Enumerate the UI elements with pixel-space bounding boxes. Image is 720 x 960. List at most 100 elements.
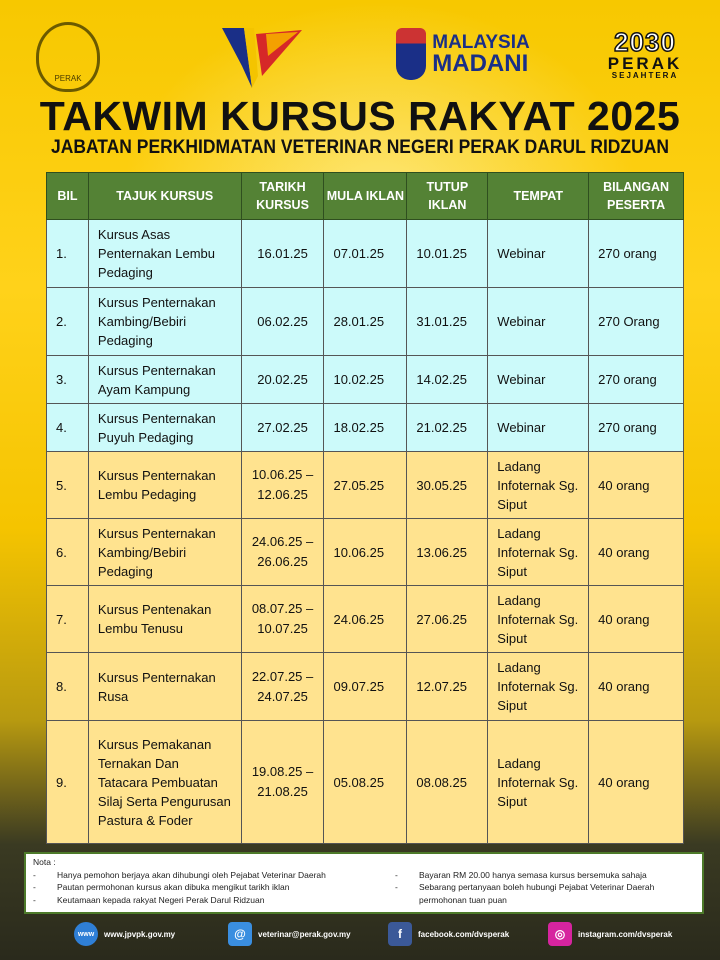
- notes-box: Nota : - Hanya pemohon berjaya akan dihub…: [24, 852, 704, 914]
- footer-link-email[interactable]: @ veterinar@perak.gov.my: [228, 922, 351, 946]
- instagram-icon: ◎: [548, 922, 572, 946]
- cell-tempat: Ladang Infoternak Sg. Siput: [487, 720, 590, 844]
- cell-tajuk: Kursus Penternakan Ayam Kampung: [87, 355, 242, 404]
- cell-tajuk: Kursus Asas Penternakan Lembu Pedaging: [87, 219, 242, 288]
- cell-mula: 10.06.25: [323, 518, 408, 586]
- madani-line1: MALAYSIA: [432, 31, 530, 53]
- table-row: 3. Kursus Penternakan Ayam Kampung 20.02.2…: [46, 355, 684, 404]
- footer-link-instagram[interactable]: ◎ instagram.com/dvsperak: [548, 922, 672, 946]
- footer-link-facebook[interactable]: f facebook.com/dvsperak: [388, 922, 509, 946]
- malaysia-madani-logo: MALAYSIA MADANI: [388, 24, 538, 84]
- note-item: - Pautan permohonan kursus akan dibuka me…: [33, 882, 290, 892]
- cell-mula: 05.08.25: [323, 720, 408, 844]
- note-item: - Keutamaan kepada rakyat Negeri Perak Da…: [33, 894, 265, 905]
- cell-peserta: 40 orang: [588, 652, 684, 721]
- table-row: 8. Kursus Penternakan Rusa 22.07.25 – 24.0…: [46, 652, 684, 721]
- cell-tutup: 10.01.25: [406, 219, 489, 288]
- cell-tutup: 21.02.25: [406, 403, 489, 452]
- cell-peserta: 270 orang: [588, 219, 684, 288]
- logo-perak: PERAK: [607, 53, 683, 73]
- note-item: - Sebarang pertanyaan boleh hubungi Pejab…: [395, 882, 655, 905]
- cell-bil: 7.: [46, 585, 89, 653]
- cell-tutup: 08.08.25: [406, 720, 489, 844]
- cell-tempat: Webinar: [487, 355, 590, 404]
- cell-tempat: Ladang Infoternak Sg. Siput: [487, 652, 590, 721]
- footer-contacts: www www.jpvpk.gov.my @ veterinar@perak.gov.…: [0, 922, 720, 952]
- cell-tajuk: Kursus Penternakan Kambing/Bebiri Pedagi…: [87, 518, 242, 586]
- jata-logo: [222, 26, 302, 88]
- cell-peserta: 270 orang: [588, 355, 684, 404]
- cell-tarikh: 27.02.25: [240, 403, 325, 452]
- crest-label: PERAK: [54, 74, 82, 83]
- cell-mula: 18.02.25: [323, 403, 408, 452]
- column-header: TUTUP IKLAN: [406, 172, 489, 220]
- footer-link-text: facebook.com/dvsperak: [418, 929, 510, 939]
- note-item: - Hanya pemohon berjaya akan dihubungi ol…: [33, 869, 326, 880]
- cell-bil: 6.: [46, 518, 89, 586]
- cell-tempat: Ladang Infoternak Sg. Siput: [487, 518, 590, 586]
- cell-mula: 28.01.25: [323, 287, 408, 356]
- cell-peserta: 40 orang: [588, 518, 684, 586]
- cell-bil: 2.: [46, 287, 89, 356]
- cell-bil: 1.: [46, 219, 89, 288]
- cell-bil: 4.: [46, 403, 89, 452]
- cell-tarikh: 16.01.25: [240, 219, 325, 288]
- email-icon: @: [228, 922, 252, 946]
- cell-tutup: 31.01.25: [406, 287, 489, 356]
- cell-tarikh: 22.07.25 – 24.07.25: [240, 652, 325, 721]
- cell-tempat: Ladang Infoternak Sg. Siput: [487, 585, 590, 653]
- cell-mula: 27.05.25: [323, 451, 408, 519]
- madani-hand-icon: [396, 28, 427, 80]
- cell-tempat: Webinar: [487, 403, 590, 452]
- cell-tajuk: Kursus Pentenakan Lembu Tenusu: [87, 585, 242, 653]
- cell-tajuk: Kursus Pemakanan Ternakan Dan Tatacara P…: [87, 720, 242, 844]
- column-header: TARIKH KURSUS: [240, 172, 325, 220]
- page-subtitle: JABATAN PERKHIDMATAN VETERINAR NEGERI PE…: [51, 137, 669, 158]
- column-header: BILANGAN PESERTA: [588, 172, 684, 220]
- cell-mula: 07.01.25: [323, 219, 408, 288]
- table-row: 4. Kursus Penternakan Puyuh Pedaging 27.02…: [46, 403, 684, 452]
- madani-line2: MADANI: [432, 49, 529, 77]
- cell-tajuk: Kursus Penternakan Rusa: [87, 652, 242, 721]
- table-row: 5. Kursus Penternakan Lembu Pedaging 10.06…: [46, 451, 684, 519]
- perak-2030-logo: 2030 PERAK SEJAHTERA: [600, 28, 690, 80]
- table-row: 6. Kursus Penternakan Kambing/Bebiri Peda…: [46, 518, 684, 586]
- column-header: BIL: [46, 172, 89, 220]
- cell-tempat: Ladang Infoternak Sg. Siput: [487, 451, 590, 519]
- cell-peserta: 40 orang: [588, 720, 684, 844]
- cell-mula: 10.02.25: [323, 355, 408, 404]
- table-row: 9. Kursus Pemakanan Ternakan Dan Tatacara…: [46, 720, 684, 844]
- cell-tutup: 14.02.25: [406, 355, 489, 404]
- footer-link-globe[interactable]: www www.jpvpk.gov.my: [74, 922, 175, 946]
- cell-peserta: 40 orang: [588, 451, 684, 519]
- column-header: TEMPAT: [487, 172, 590, 220]
- logo-sejahtera: SEJAHTERA: [611, 70, 679, 80]
- footer-link-text: instagram.com/dvsperak: [578, 929, 673, 939]
- cell-tarikh: 08.07.25 – 10.07.25: [240, 585, 325, 653]
- cell-tempat: Webinar: [487, 219, 590, 288]
- cell-bil: 3.: [46, 355, 89, 404]
- cell-tarikh: 06.02.25: [240, 287, 325, 356]
- cell-tutup: 12.07.25: [406, 652, 489, 721]
- cell-bil: 5.: [46, 451, 89, 519]
- course-table: BIL TAJUK KURSUS TARIKH KURSUS MULA IKLAN TU…: [46, 172, 684, 844]
- cell-tajuk: Kursus Penternakan Lembu Pedaging: [87, 451, 242, 519]
- table-row: 2. Kursus Penternakan Kambing/Bebiri Peda…: [46, 287, 684, 356]
- logo-2030: 2030: [613, 26, 676, 57]
- column-header: TAJUK KURSUS: [87, 172, 242, 220]
- footer-link-text: veterinar@perak.gov.my: [258, 929, 351, 939]
- cell-tempat: Webinar: [487, 287, 590, 356]
- cell-tarikh: 10.06.25 – 12.06.25: [240, 451, 325, 519]
- notes-label: Nota :: [33, 857, 56, 867]
- cell-tajuk: Kursus Penternakan Puyuh Pedaging: [87, 403, 242, 452]
- note-item: - Bayaran RM 20.00 hanya semasa kursus be…: [395, 869, 647, 880]
- table-row: 7. Kursus Pentenakan Lembu Tenusu 08.07.25…: [46, 585, 684, 653]
- cell-tutup: 30.05.25: [406, 451, 489, 519]
- cell-mula: 24.06.25: [323, 585, 408, 653]
- cell-tarikh: 24.06.25 – 26.06.25: [240, 518, 325, 586]
- cell-bil: 9.: [46, 720, 89, 844]
- cell-peserta: 40 orang: [588, 585, 684, 653]
- cell-tarikh: 20.02.25: [240, 355, 325, 404]
- page-title: TAKWIM KURSUS RAKYAT 2025: [39, 93, 681, 139]
- cell-peserta: 270 Orang: [588, 287, 684, 356]
